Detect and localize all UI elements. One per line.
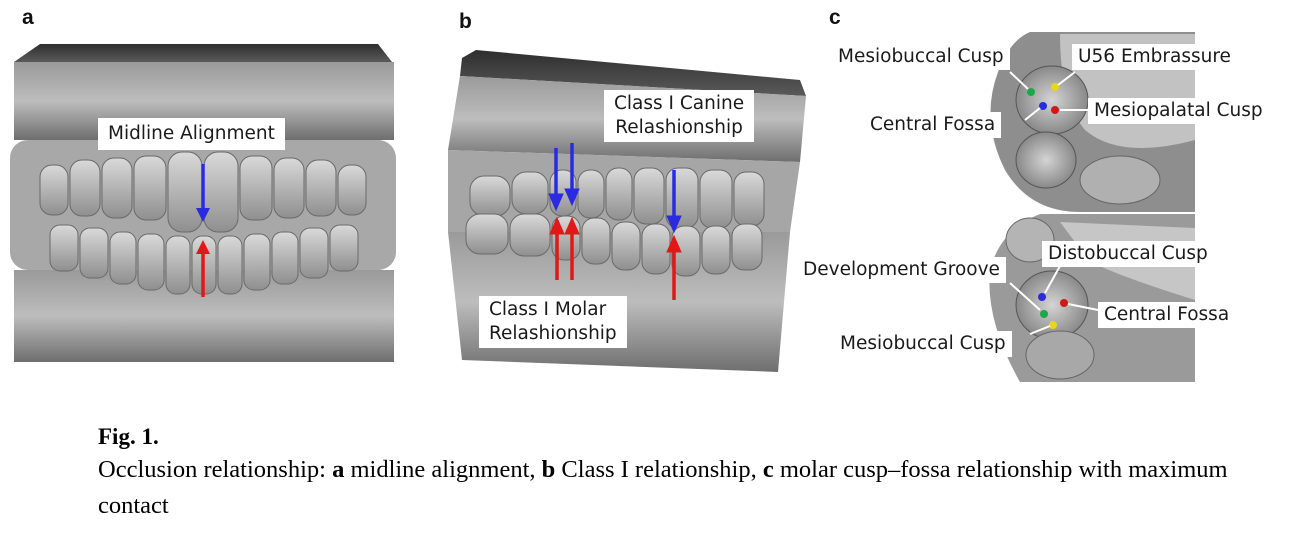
label-midline-alignment: Midline Alignment xyxy=(98,118,285,150)
canine-upper-arrows xyxy=(548,143,682,234)
caption-letter-a: a xyxy=(332,456,345,483)
caption-letter-b: b xyxy=(541,456,556,483)
caption-lead: Occlusion relationship: xyxy=(98,456,333,483)
upper-leader-lines xyxy=(1009,71,1090,121)
label-lower-central-fossa: Central Fossa xyxy=(1098,302,1236,328)
model-a xyxy=(10,44,396,362)
label-development-groove: Development Groove xyxy=(797,257,1006,283)
lower-teeth-a xyxy=(49,224,359,295)
upper-teeth-a xyxy=(39,151,367,233)
caption-text-b: Class I relationship, xyxy=(555,456,763,483)
lower-markers xyxy=(1038,293,1068,329)
label-canine-line1: Class I Canine xyxy=(614,93,745,114)
label-molar-line1: Class I Molar xyxy=(489,299,607,320)
midline-lower-arrow xyxy=(196,240,210,297)
label-molar-relationship: Class I Molar Relashionship xyxy=(479,296,627,348)
caption-title: Fig. 1. xyxy=(98,424,159,449)
caption-text-a: midline alignment, xyxy=(344,456,542,483)
upper-markers xyxy=(1027,83,1059,114)
label-u56-embrassure: U56 Embrassure xyxy=(1072,44,1237,70)
label-mesiopalatal-cusp: Mesiopalatal Cusp xyxy=(1088,98,1269,124)
midline-upper-arrow xyxy=(196,164,210,222)
label-molar-line2: Relashionship xyxy=(489,323,617,344)
lower-leader-lines xyxy=(1009,265,1099,335)
panel-letter-a: a xyxy=(22,6,34,29)
label-canine-line2: Relashionship xyxy=(615,117,743,138)
model-c-lower xyxy=(989,214,1195,382)
caption-letter-c: c xyxy=(762,456,774,483)
label-lower-mesiobuccal-cusp: Mesiobuccal Cusp xyxy=(834,331,1012,357)
label-canine-relationship: Class I Canine Relashionship xyxy=(604,90,755,142)
caption-body: Occlusion relationship: a midline alignm… xyxy=(98,452,1248,524)
caption-text-c: molar cusp–fossa relationship with maxim… xyxy=(98,456,1228,519)
label-upper-mesiobuccal-cusp: Mesiobuccal Cusp xyxy=(832,44,1010,70)
panel-letter-b: b xyxy=(459,10,472,33)
figure-caption: Fig. 1. Occlusion relationship: a midlin… xyxy=(98,422,1248,524)
label-distobuccal-cusp: Distobuccal Cusp xyxy=(1042,241,1214,267)
panel-letter-c: c xyxy=(829,6,841,29)
label-upper-central-fossa: Central Fossa xyxy=(864,112,1002,138)
molar-lower-arrows xyxy=(549,216,682,300)
